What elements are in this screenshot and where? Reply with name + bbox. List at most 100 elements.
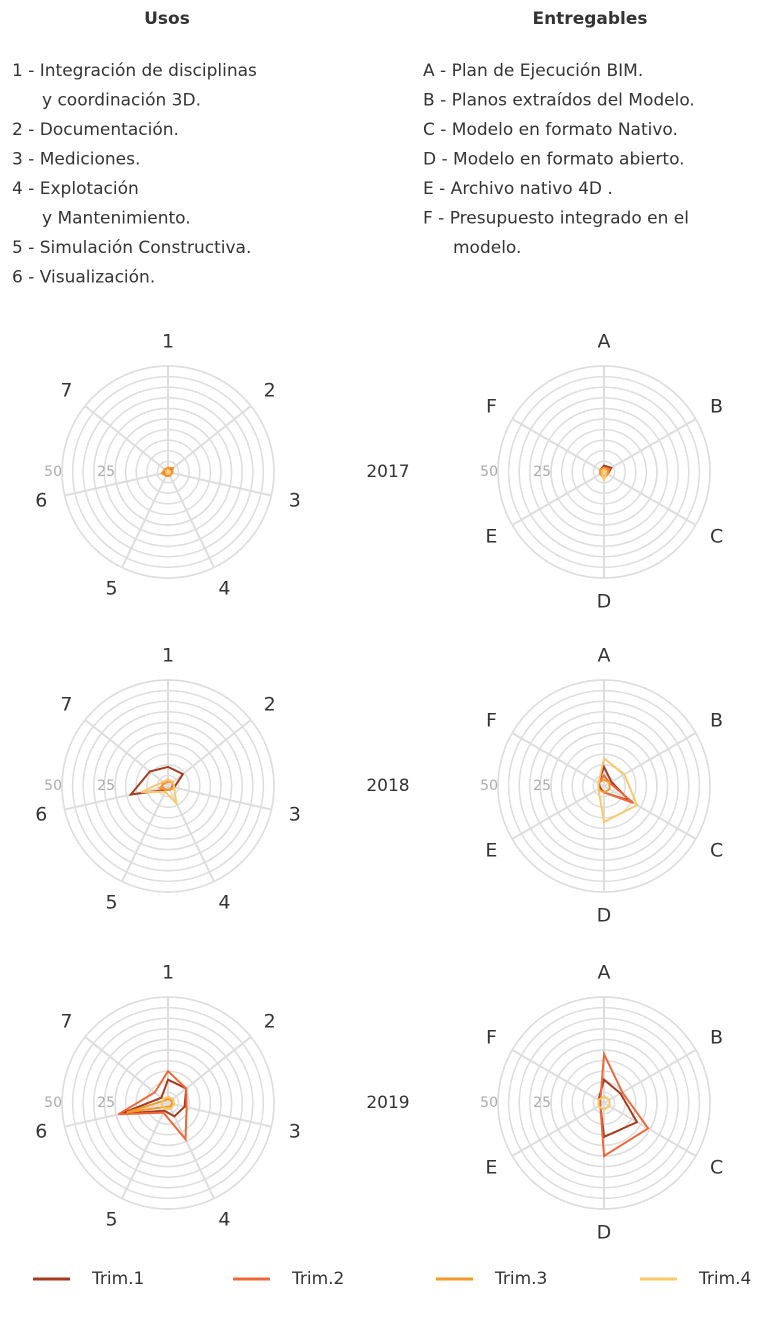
spoke (511, 732, 605, 787)
spoke (603, 418, 697, 473)
axis-label: D (597, 591, 612, 613)
axis-label: 7 (60, 379, 72, 401)
spoke (511, 1102, 605, 1157)
r-tick-label: 25 (533, 464, 551, 480)
list-item: 5 - Simulación Constructiva. (12, 238, 251, 258)
list-item: A - Plan de Ejecución BIM. (423, 61, 643, 81)
spoke (511, 1049, 605, 1104)
axis-label: 5 (106, 578, 118, 600)
axis-label: F (486, 710, 497, 732)
year-label: 2017 (366, 462, 409, 482)
axis-label: 3 (289, 803, 301, 825)
list-item: 4 - Explotación (12, 179, 139, 199)
axis-label: A (598, 331, 611, 353)
r-tick-label: 25 (533, 778, 551, 794)
axis-label: 4 (218, 892, 230, 914)
spoke (167, 1036, 252, 1104)
r-tick-label: 50 (480, 464, 498, 480)
axis-label: F (486, 1027, 497, 1049)
radar-line (599, 1050, 650, 1158)
r-tick-label: 50 (480, 778, 498, 794)
legend-label: Trim.2 (291, 1269, 344, 1289)
r-tick-label: 50 (44, 464, 62, 480)
axis-label: 1 (162, 331, 174, 353)
list-item: 1 - Integración de disciplinas (12, 61, 257, 81)
axis-label: 5 (106, 1209, 118, 1231)
axis-label: B (710, 710, 723, 732)
spoke (84, 405, 169, 473)
list-item: y Mantenimiento. (42, 209, 191, 229)
r-tick-label: 25 (533, 1095, 551, 1111)
r-tick-label: 25 (97, 778, 115, 794)
list-item: B - Planos extraídos del Modelo. (423, 91, 695, 111)
spoke (84, 719, 169, 787)
r-tick-label: 25 (97, 1095, 115, 1111)
list-item: 2 - Documentación. (12, 120, 179, 140)
list-item: 6 - Visualización. (12, 268, 155, 288)
list-item: C - Modelo en formato Nativo. (423, 120, 678, 140)
spoke (603, 471, 697, 526)
radar-line (117, 1069, 188, 1142)
spoke (603, 1049, 697, 1104)
list-item: F - Presupuesto integrado en el (423, 209, 689, 229)
axis-label: E (485, 840, 497, 862)
entregables-title: Entregables (532, 9, 647, 29)
axis-label: E (485, 1157, 497, 1179)
legend-label: Trim.4 (698, 1269, 751, 1289)
spoke (64, 1102, 169, 1128)
spoke (121, 785, 169, 882)
axis-label: 2 (264, 693, 276, 715)
spoke (64, 471, 169, 497)
year-label: 2019 (366, 1093, 409, 1113)
radar-line (160, 466, 175, 477)
radar-line (601, 468, 607, 481)
radar-line (140, 778, 178, 807)
radar-line (597, 1095, 611, 1111)
axis-label: 1 (162, 962, 174, 984)
axis-label: A (598, 962, 611, 984)
spoke (511, 471, 605, 526)
spoke (121, 471, 169, 568)
axis-label: C (710, 840, 723, 862)
list-item: 3 - Mediciones. (12, 150, 140, 170)
radar-line (164, 468, 172, 475)
axis-label: A (598, 645, 611, 667)
list-item: D - Modelo en formato abierto. (423, 150, 685, 170)
axis-label: 6 (35, 803, 47, 825)
year-label: 2018 (366, 776, 409, 796)
spoke (167, 785, 272, 811)
spoke (603, 785, 697, 840)
axis-label: B (710, 1027, 723, 1049)
axis-label: 6 (35, 489, 47, 511)
spoke (121, 1102, 169, 1199)
spoke (603, 1102, 697, 1157)
axis-label: B (710, 396, 723, 418)
radar-line (160, 1095, 176, 1110)
axis-label: 2 (264, 1010, 276, 1032)
legend-label: Trim.1 (91, 1269, 144, 1289)
list-item: modelo. (453, 238, 521, 258)
r-tick-label: 50 (44, 778, 62, 794)
axis-label: 3 (289, 489, 301, 511)
radar-line (597, 756, 639, 824)
axis-label: D (597, 1222, 612, 1244)
radar-line (126, 1097, 174, 1114)
spoke (64, 785, 169, 811)
axis-label: 7 (60, 1010, 72, 1032)
spoke (167, 471, 272, 497)
r-tick-label: 50 (44, 1095, 62, 1111)
axis-label: 4 (218, 1209, 230, 1231)
list-item: E - Archivo nativo 4D . (423, 179, 613, 199)
spoke (511, 418, 605, 473)
axis-label: E (485, 526, 497, 548)
r-tick-label: 50 (480, 1095, 498, 1111)
axis-label: 6 (35, 1120, 47, 1142)
axis-label: D (597, 905, 612, 927)
axis-label: 7 (60, 693, 72, 715)
axis-label: 3 (289, 1120, 301, 1142)
spoke (167, 1102, 215, 1199)
axis-label: 2 (264, 379, 276, 401)
spoke (167, 405, 252, 473)
spoke (603, 732, 697, 787)
